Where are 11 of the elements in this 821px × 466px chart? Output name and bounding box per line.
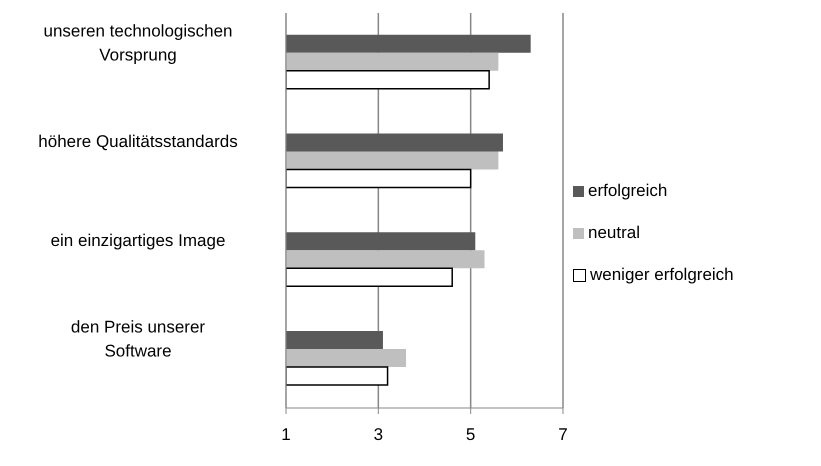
x-tick-label: 3 (374, 425, 384, 444)
y-tick-label: unseren technologischen Vorsprung (43, 21, 233, 64)
legend-label: weniger erfolgreich (590, 265, 734, 285)
y-tick-label: höhere Qualitätsstandards (38, 132, 238, 152)
legend-label: neutral (588, 223, 640, 243)
x-tick-label: 7 (558, 425, 568, 444)
x-tick-label: 1 (281, 425, 291, 444)
y-tick-label: den Preis unserer Software (70, 318, 206, 361)
legend-label: erfolgreich (588, 181, 668, 201)
y-tick-label: ein einzigartiges Image (50, 230, 226, 250)
x-tick-label: 5 (466, 425, 476, 444)
